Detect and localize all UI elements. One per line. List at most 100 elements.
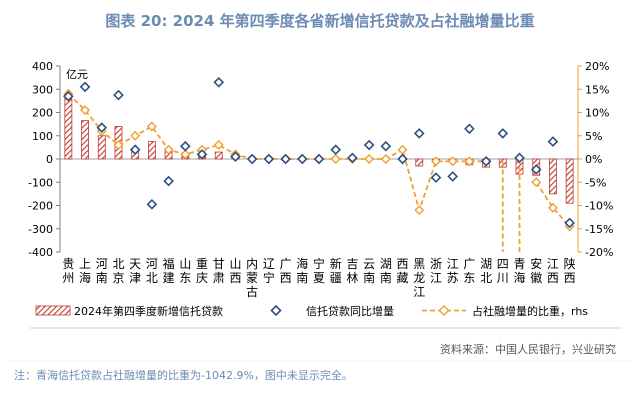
category-label-海南: 海 xyxy=(296,256,308,271)
legend-scatter-swatch xyxy=(270,304,282,317)
yoy-point-海南 xyxy=(296,153,308,165)
category-label-上海: 上 xyxy=(79,257,91,271)
chart-title: 图表 20: 2024 年第四季度各省新增信托贷款及占社融增量比重 xyxy=(105,12,534,30)
yoy-point-辽宁 xyxy=(263,153,275,165)
category-label-天津: 天 xyxy=(129,257,141,271)
category-label-安徽: 安 xyxy=(530,256,542,271)
yoy-point-天津 xyxy=(129,144,141,156)
category-label-河北: 北 xyxy=(146,271,158,285)
category-label-山西: 山 xyxy=(229,257,241,271)
bar-河南 xyxy=(97,135,106,160)
category-label-北京: 京 xyxy=(112,271,124,285)
category-label-青海: 青 xyxy=(514,257,526,271)
category-label-四川: 川 xyxy=(497,271,509,285)
right-axis-tick-label: 20% xyxy=(585,60,609,73)
yoy-point-青海 xyxy=(514,152,525,164)
category-label-海南: 南 xyxy=(296,270,308,285)
category-label-西藏: 西 xyxy=(397,257,409,271)
legend-line-label: 占社融增量的比重，rhs xyxy=(472,304,588,318)
right-axis-tick-label: -15% xyxy=(585,223,613,236)
ratio-point-广东 xyxy=(464,156,475,167)
category-label-宁夏: 宁 xyxy=(313,256,325,271)
yoy-point-广东 xyxy=(464,123,475,135)
ratio-point-西藏 xyxy=(397,144,408,155)
ratio-point-浙江 xyxy=(430,156,441,167)
yoy-point-安徽 xyxy=(530,164,542,175)
category-label-宁夏: 夏 xyxy=(313,271,325,285)
category-label-河南: 河 xyxy=(96,257,108,271)
category-label-河南: 南 xyxy=(96,270,108,285)
right-axis-tick-label: 10% xyxy=(585,107,609,120)
yoy-point-甘肃 xyxy=(213,76,225,88)
right-axis-tick-label: -5% xyxy=(585,176,606,189)
yoy-point-黑龙江 xyxy=(413,128,425,139)
category-label-辽宁: 宁 xyxy=(263,270,275,285)
yoy-point-上海 xyxy=(79,81,91,93)
category-label-黑龙江: 黑 xyxy=(413,257,425,271)
ratio-point-甘肃 xyxy=(213,140,224,151)
category-label-贵州: 州 xyxy=(62,271,74,285)
category-label-贵州: 贵 xyxy=(62,257,74,271)
yoy-point-内蒙古 xyxy=(246,153,258,165)
ratio-point-新疆 xyxy=(330,154,341,164)
plot-area: -400 -300 -200 -100 0 100 200 300 400 -20% -15% -10… xyxy=(28,60,613,299)
category-label-新疆: 新 xyxy=(330,256,342,271)
category-label-福建: 建 xyxy=(163,271,175,285)
legend-line-marker xyxy=(438,305,450,316)
ratio-point-北京 xyxy=(113,140,124,151)
source-text: 资料来源：中国人民银行，兴业研究 xyxy=(440,342,616,356)
bar-黑龙江 xyxy=(415,158,424,167)
category-label-江西: 江 xyxy=(547,257,559,271)
ratio-line-segment xyxy=(67,93,487,214)
category-label-重庆: 重 xyxy=(196,257,208,271)
ratio-point-安徽 xyxy=(531,177,542,188)
category-label-江西: 西 xyxy=(547,271,559,285)
yoy-point-浙江 xyxy=(430,172,442,183)
category-label-云南: 云 xyxy=(363,257,375,271)
category-label-内蒙古: 内 xyxy=(246,257,258,271)
category-label-上海: 海 xyxy=(79,270,91,285)
category-label-重庆: 庆 xyxy=(196,271,208,285)
category-label-吉林: 吉 xyxy=(346,257,358,271)
category-label-青海: 海 xyxy=(514,270,526,285)
category-label-辽宁: 辽 xyxy=(263,257,275,271)
legend: 2024年第四季度新增信托贷款 信托贷款同比增量 占社融增量的比重，rhs xyxy=(35,304,588,318)
category-label-云南: 南 xyxy=(363,270,375,285)
left-axis-tick-label: -200 xyxy=(28,200,53,213)
footnote: 注：青海信托贷款占社融增量的比重为-1042.9%，图中未显示完全。 xyxy=(14,368,353,382)
left-axis-tick-label: 400 xyxy=(32,60,53,73)
legend-scatter-label: 信托贷款同比增量 xyxy=(306,304,394,318)
category-label-山东: 山 xyxy=(179,257,191,271)
yoy-point-宁夏 xyxy=(313,153,325,165)
legend-bar-swatch xyxy=(35,305,71,316)
category-label-江苏: 苏 xyxy=(447,271,459,285)
category-label-黑龙江: 江 xyxy=(413,285,425,299)
category-label-甘肃: 肃 xyxy=(213,271,225,285)
yoy-point-陕西 xyxy=(564,217,575,229)
category-label-江苏: 江 xyxy=(447,257,459,271)
category-label-天津: 津 xyxy=(129,271,141,285)
bar-贵州 xyxy=(64,96,73,160)
category-label-内蒙古: 古 xyxy=(246,284,258,299)
category-label-内蒙古: 蒙 xyxy=(246,271,258,285)
right-axis-tick-label: -20% xyxy=(585,246,613,259)
yoy-point-四川 xyxy=(497,128,509,139)
category-label-甘肃: 甘 xyxy=(213,257,225,271)
ratio-line-segment xyxy=(535,181,571,228)
ratio-point-山东 xyxy=(180,149,191,160)
category-label-广东: 广 xyxy=(463,257,475,271)
category-label-湖北: 湖 xyxy=(480,256,492,271)
yoy-point-江苏 xyxy=(447,171,459,182)
bar-上海 xyxy=(81,120,89,160)
ratio-point-上海 xyxy=(80,105,91,116)
category-label-浙江: 江 xyxy=(430,271,442,285)
yoy-point-贵州 xyxy=(63,90,74,102)
category-label-广西: 广 xyxy=(280,257,292,271)
category-label-山东: 东 xyxy=(179,271,191,285)
left-axis-tick-label: 100 xyxy=(32,130,53,143)
yoy-point-北京 xyxy=(113,89,124,101)
left-axis-tick-label: -100 xyxy=(28,176,53,189)
category-label-新疆: 疆 xyxy=(330,271,342,285)
category-label-西藏: 藏 xyxy=(397,271,409,285)
